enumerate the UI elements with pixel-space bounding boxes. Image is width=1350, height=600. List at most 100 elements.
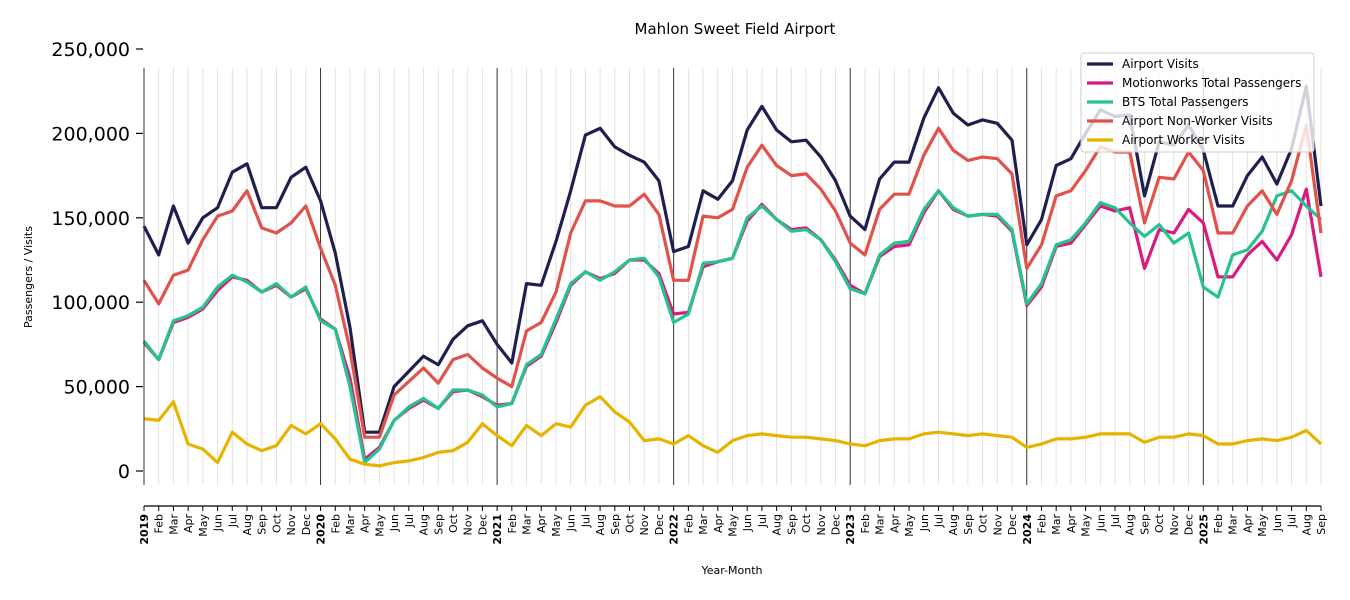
x-tick-label-month: Apr — [359, 514, 372, 534]
x-tick-label-month: May — [550, 514, 563, 537]
x-tick-label-month: Mar — [344, 514, 357, 535]
x-tick-label-month: Oct — [624, 513, 637, 533]
x-tick-label-month: Jul — [756, 514, 769, 528]
x-tick-label-month: Feb — [859, 514, 872, 533]
x-tick-label-month: Apr — [712, 514, 725, 534]
x-tick-label-month: Apr — [1241, 514, 1254, 534]
x-tick-label-month: Mar — [1050, 514, 1063, 535]
x-tick-label-month: Dec — [1183, 514, 1196, 535]
x-tick-label-month: Oct — [800, 513, 813, 533]
y-tick-label: 100,000 — [51, 292, 130, 314]
legend-label-bts-total-passengers: BTS Total Passengers — [1122, 95, 1249, 109]
x-tick-label-month: Nov — [991, 514, 1004, 536]
data-points-bts-total-passengers — [143, 190, 1322, 463]
legend-label-airport-visits: Airport Visits — [1122, 57, 1199, 71]
x-tick-label-month: Dec — [829, 514, 842, 535]
y-tick-label: 250,000 — [51, 39, 130, 61]
legend: Airport Visits Motionworks Total Passenge… — [1080, 52, 1315, 153]
x-tick-label-month: Feb — [1035, 514, 1048, 533]
x-tick-label-month: Jun — [565, 514, 578, 532]
x-tick-label-month: Nov — [1168, 514, 1181, 536]
x-tick-label-month: Nov — [462, 514, 475, 536]
legend-label-airport-non-worker-visits: Airport Non-Worker Visits — [1122, 114, 1273, 128]
x-ticks: 2019 Feb Mar Apr May Jun Jul Aug Sep Oct Nov Dec 202… — [138, 506, 1328, 545]
x-tick-label-month: Nov — [285, 514, 298, 536]
x-tick-label-month: Nov — [638, 514, 651, 536]
x-tick-label-month: May — [903, 514, 916, 537]
x-tick-label-year: 2025 — [1197, 514, 1210, 545]
x-tick-label-month: May — [197, 514, 210, 537]
x-tick-label-month: Feb — [153, 514, 166, 533]
x-tick-label-month: Mar — [521, 514, 534, 535]
x-tick-label-month: Apr — [1065, 514, 1078, 534]
x-tick-label-month: Mar — [874, 514, 887, 535]
x-tick-label-month: Oct — [270, 513, 283, 533]
x-tick-label-month: Aug — [1124, 514, 1137, 535]
data-points-airport-worker-visits — [143, 396, 1322, 467]
x-tick-label-month: Mar — [1227, 514, 1240, 535]
x-tick-label-year: 2022 — [668, 514, 681, 545]
legend-label-motionworks-total-passengers: Motionworks Total Passengers — [1122, 76, 1301, 90]
y-tick-label: 150,000 — [51, 208, 130, 230]
x-tick-label-month: Dec — [1006, 514, 1019, 535]
x-tick-label-month: May — [1256, 514, 1269, 537]
x-tick-label-month: May — [727, 514, 740, 537]
x-tick-label-month: Jul — [1109, 514, 1122, 528]
x-tick-label-month: Aug — [771, 514, 784, 535]
x-tick-label-year: 2023 — [844, 514, 857, 545]
x-tick-label-month: Nov — [815, 514, 828, 536]
x-tick-label-month: Sep — [432, 514, 445, 535]
x-tick-label-month: Apr — [182, 514, 195, 534]
x-tick-label-month: Feb — [506, 514, 519, 533]
x-tick-label-month: Dec — [300, 514, 313, 535]
x-tick-label-month: Feb — [329, 514, 342, 533]
x-tick-label-year: 2021 — [491, 514, 504, 545]
x-tick-label-month: Jun — [388, 514, 401, 532]
x-tick-label-year: 2020 — [315, 514, 328, 545]
x-tick-label-month: Jun — [1094, 514, 1107, 532]
x-tick-label-month: May — [1080, 514, 1093, 537]
x-tick-label-month: Aug — [1300, 514, 1313, 535]
x-tick-label-year: 2024 — [1021, 514, 1034, 545]
x-tick-label-month: Aug — [241, 514, 254, 535]
legend-label-airport-worker-visits: Airport Worker Visits — [1122, 133, 1245, 147]
x-tick-label-month: Feb — [1212, 514, 1225, 533]
y-tick-label: 50,000 — [64, 377, 130, 399]
x-tick-label-month: Feb — [682, 514, 695, 533]
x-tick-label-month: Jul — [1286, 514, 1299, 528]
x-tick-label-month: Apr — [888, 514, 901, 534]
x-tick-label-month: Mar — [167, 514, 180, 535]
x-tick-label-year: 2019 — [138, 514, 151, 545]
y-tick-label: 200,000 — [51, 123, 130, 145]
legend-box — [1080, 52, 1315, 153]
x-tick-label-month: Apr — [535, 514, 548, 534]
x-tick-label-month: Jul — [403, 514, 416, 528]
x-tick-label-month: May — [373, 514, 386, 537]
x-tick-label-month: Dec — [476, 514, 489, 535]
x-tick-label-month: Jun — [1271, 514, 1284, 532]
x-tick-label-month: Sep — [609, 514, 622, 535]
x-tick-label-month: Sep — [1315, 514, 1328, 535]
x-tick-label-month: Dec — [653, 514, 666, 535]
x-tick-label-month: Jun — [212, 514, 225, 532]
x-tick-label-month: Sep — [256, 514, 269, 535]
x-tick-label-month: Sep — [962, 514, 975, 535]
x-tick-label-month: Jul — [579, 514, 592, 528]
x-tick-label-month: Oct — [1153, 513, 1166, 533]
x-tick-label-month: Aug — [594, 514, 607, 535]
y-ticks: 0 50,000 100,000 150,000 200,000 250,000 — [51, 39, 143, 483]
y-axis-label: Passengers / Visits — [22, 226, 35, 328]
x-tick-label-month: Sep — [785, 514, 798, 535]
x-tick-label-month: Aug — [418, 514, 431, 535]
y-tick-label: 0 — [118, 461, 130, 483]
x-tick-label-month: Mar — [697, 514, 710, 535]
x-tick-label-month: Aug — [947, 514, 960, 535]
x-tick-label-month: Jul — [226, 514, 239, 528]
chart-title: Mahlon Sweet Field Airport — [635, 20, 836, 38]
x-tick-label-month: Jun — [918, 514, 931, 532]
x-tick-label-month: Jun — [741, 514, 754, 532]
x-tick-label-month: Jul — [932, 514, 945, 528]
x-tick-label-month: Oct — [977, 513, 990, 533]
x-tick-label-month: Sep — [1138, 514, 1151, 535]
